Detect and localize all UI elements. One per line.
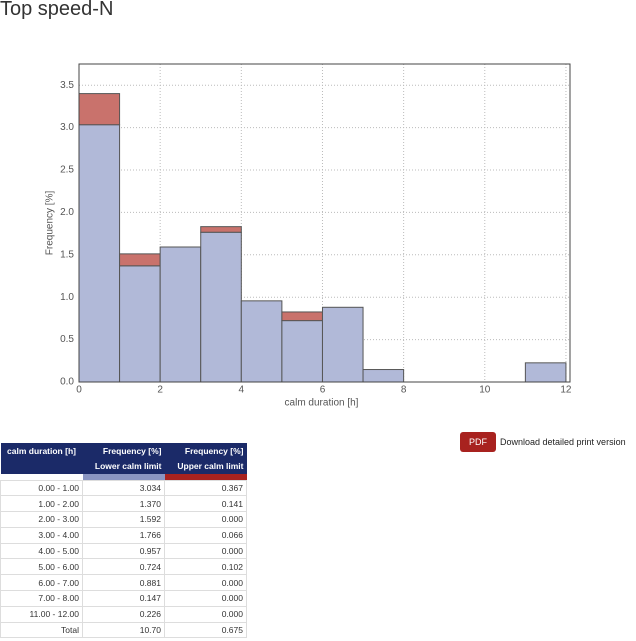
y-tick-label: 0.5 <box>60 334 74 345</box>
x-axis-label: calm duration [h] <box>285 398 359 409</box>
x-tick-label: 2 <box>157 385 163 396</box>
swatch-row <box>1 474 247 480</box>
table-cell: 7.00 - 8.00 <box>0 590 83 607</box>
x-tick-label: 12 <box>560 385 572 396</box>
x-tick-label: 10 <box>479 385 491 396</box>
table-row: 4.00 - 5.00 0.957 0.000 <box>0 542 247 560</box>
y-tick-label: 3.5 <box>60 80 74 91</box>
color-swatch <box>164 474 247 480</box>
bar <box>78 124 121 383</box>
column-header: Frequency [%] <box>82 443 165 459</box>
table-row: 5.00 - 6.00 0.724 0.102 <box>0 558 247 576</box>
y-tick-label: 1.5 <box>60 249 74 260</box>
table-cell: 0.957 <box>82 542 165 560</box>
bar <box>119 265 161 383</box>
table-cell: 0.066 <box>164 526 247 544</box>
table-cell: 0.675 <box>164 621 247 639</box>
pdf-download: PDF Download detailed print version <box>460 432 626 452</box>
data-table: calm duration [h] Frequency [%] Frequency … <box>0 443 247 639</box>
table-cell: 1.00 - 2.00 <box>0 495 83 513</box>
table-cell: 1.766 <box>82 526 165 544</box>
bar <box>159 246 202 383</box>
chart: 0.0 0.5 1.0 1.5 2.0 2.5 3.0 3.5 0 2 4 6 8 10 12 calm du… <box>45 63 572 409</box>
table-cell: 0.367 <box>164 479 247 497</box>
x-tick-label: 6 <box>320 385 326 396</box>
table-cell: 0.000 <box>164 511 247 528</box>
bar <box>200 226 242 233</box>
plot-frame <box>78 63 571 383</box>
column-subheader: Lower calm limit <box>82 458 165 474</box>
header-row: calm duration [h] Frequency [%] Frequency … <box>0 443 247 459</box>
y-tick-label: 2.5 <box>60 165 74 176</box>
table-row: 2.00 - 3.00 1.592 0.000 <box>0 511 247 528</box>
y-tick-label: 2.0 <box>60 207 74 218</box>
column-subheader <box>0 458 83 474</box>
table-cell: 3.034 <box>82 479 165 497</box>
bar <box>362 369 405 383</box>
table-cell: 6.00 - 7.00 <box>0 574 83 592</box>
bar <box>240 300 283 383</box>
y-tick-label: 3.0 <box>60 122 74 133</box>
page-title: Top speed-N <box>0 0 114 20</box>
y-tick-label: 1.0 <box>60 292 74 303</box>
table-cell: 0.724 <box>82 558 165 576</box>
pdf-button[interactable]: PDF <box>460 432 496 452</box>
table-cell: 0.000 <box>164 574 247 592</box>
table-cell: 0.00 - 1.00 <box>0 479 83 497</box>
table-row: 6.00 - 7.00 0.881 0.000 <box>0 574 247 592</box>
table-cell: 5.00 - 6.00 <box>0 558 83 576</box>
color-swatch <box>82 474 165 480</box>
column-subheader: Upper calm limit <box>164 458 247 474</box>
table-row: 11.00 - 12.00 0.226 0.000 <box>0 605 247 623</box>
table-cell: 0.102 <box>164 558 247 576</box>
table-row: 3.00 - 4.00 1.766 0.066 <box>0 526 247 544</box>
table-row: 1.00 - 2.00 1.370 0.141 <box>0 495 247 513</box>
table-cell: 0.141 <box>164 495 247 513</box>
table-cell: 1.370 <box>82 495 165 513</box>
table-row: Total 10.70 0.675 <box>0 621 247 639</box>
column-header: Frequency [%] <box>164 443 247 459</box>
table-cell: 10.70 <box>82 621 165 639</box>
table-row: 0.00 - 1.00 3.034 0.367 <box>0 479 247 497</box>
table-cell: 0.000 <box>164 542 247 560</box>
bar <box>200 231 242 383</box>
table-cell: 0.881 <box>82 574 165 592</box>
bar <box>321 306 364 383</box>
pdf-text[interactable]: Download detailed print version <box>500 437 626 447</box>
bar <box>78 93 121 126</box>
y-tick-label: 0.0 <box>60 377 74 388</box>
table-cell: 0.226 <box>82 605 165 623</box>
table-cell: 0.147 <box>82 590 165 607</box>
x-tick-label: 0 <box>76 385 82 396</box>
header-row: Lower calm limit Upper calm limit <box>0 458 247 474</box>
table-cell: 0.000 <box>164 590 247 607</box>
x-tick-label: 8 <box>401 385 407 396</box>
y-axis-label: Frequency [%] <box>45 191 56 256</box>
table-cell: Total <box>0 621 83 639</box>
table-cell: 0.000 <box>164 605 247 623</box>
x-tick-label: 4 <box>239 385 245 396</box>
table-cell: 11.00 - 12.00 <box>0 605 83 623</box>
table-cell: 1.592 <box>82 511 165 528</box>
bar <box>281 311 323 322</box>
table-cell: 3.00 - 4.00 <box>0 526 83 544</box>
column-header: calm duration [h] <box>0 443 83 459</box>
table-cell: 2.00 - 3.00 <box>0 511 83 528</box>
table-cell: 4.00 - 5.00 <box>0 542 83 560</box>
bar <box>524 362 567 383</box>
bar <box>119 253 161 267</box>
table-row: 7.00 - 8.00 0.147 0.000 <box>0 590 247 607</box>
bar <box>281 320 323 383</box>
